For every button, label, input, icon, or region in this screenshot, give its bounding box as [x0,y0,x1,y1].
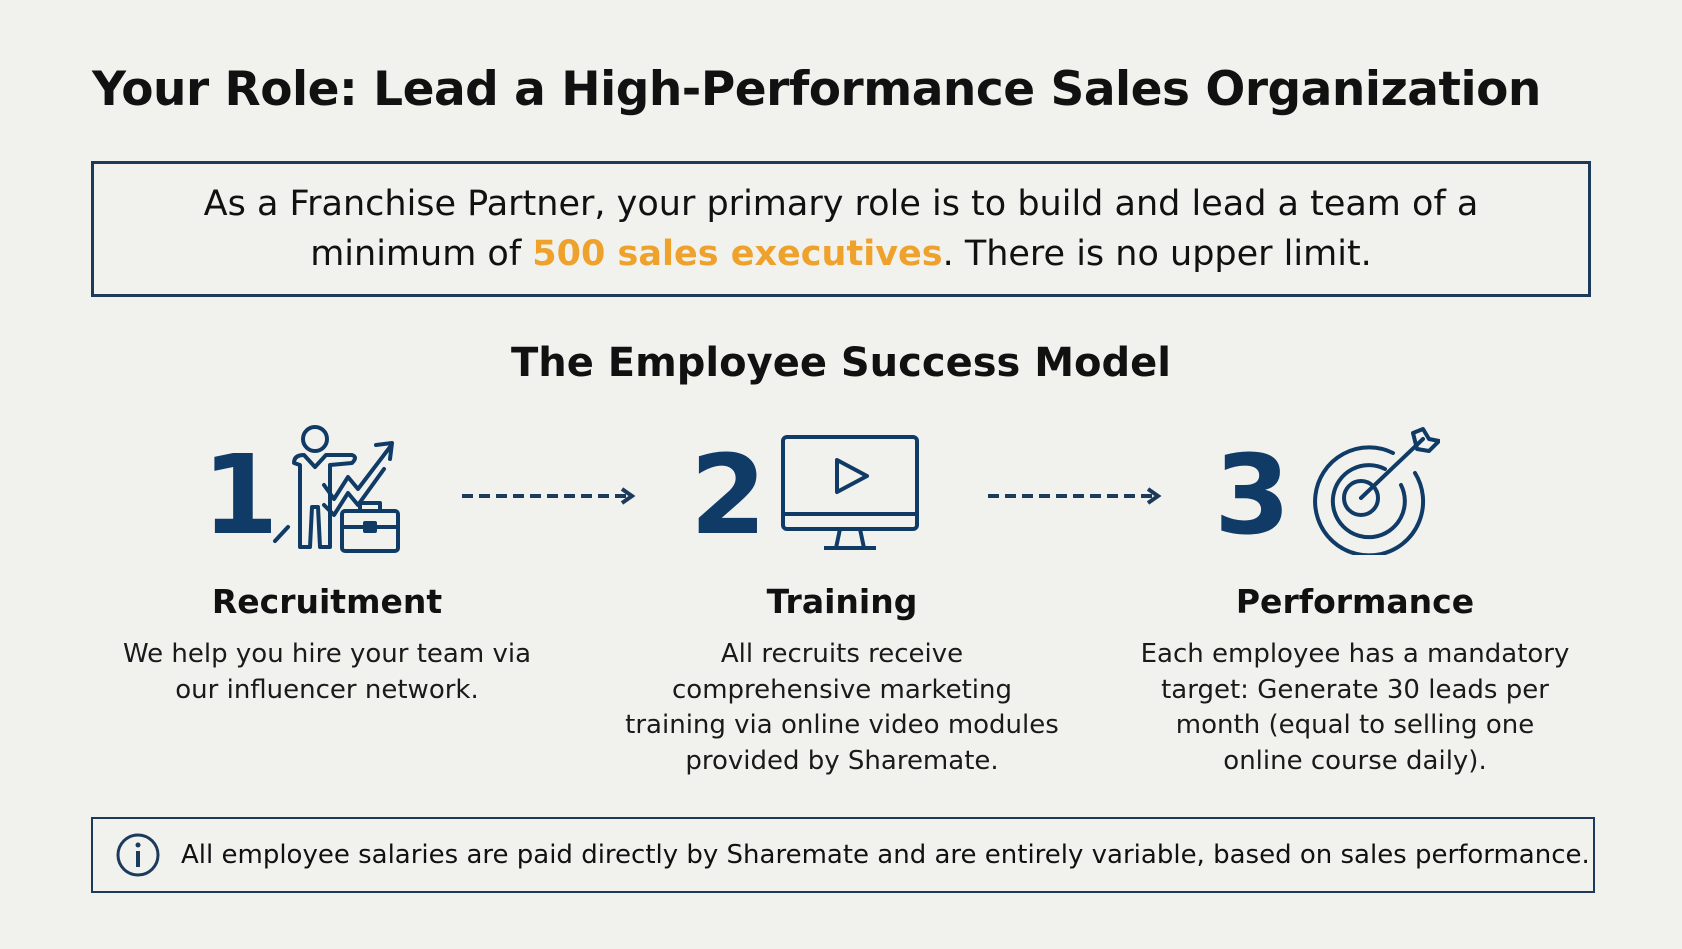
intro-text-end: . There is no upper limit. [942,234,1372,274]
dashed-arrow-1 [462,487,636,505]
step-heading-training: Training [766,582,918,621]
monitor-play-icon [781,435,919,550]
step-heading-performance: Performance [1235,582,1475,621]
intro-highlight: 500 sales executives [532,234,943,274]
intro-box: As a Franchise Partner, your primary rol… [91,161,1591,297]
target-arrow-icon [1313,427,1440,555]
step-description-training: All recruits receive comprehensive marke… [625,639,1059,776]
step-number-3: 3 [1214,431,1291,559]
page-title: Your Role: Lead a High-Performance Sales… [92,62,1541,117]
dashed-arrow-2 [988,487,1162,505]
step-number-1: 1 [202,431,279,559]
info-note-text: All employee salaries are paid directly … [181,840,1590,870]
intro-text: As a Franchise Partner, your primary rol… [134,179,1548,279]
step-number-2: 2 [690,431,767,559]
step-heading-recruitment: Recruitment [211,582,443,621]
intro-text-start: As a Franchise Partner, your primary rol… [203,184,1479,274]
info-icon [116,833,160,877]
step-description-recruitment: We help you hire your team via our influ… [122,639,531,705]
section-title: The Employee Success Model [510,340,1172,386]
businessman-growth-briefcase-icon [273,425,400,553]
step-description-performance: Each employee has a mandatory target: Ge… [1140,639,1570,776]
info-note-box: All employee salaries are paid directly … [91,817,1595,893]
